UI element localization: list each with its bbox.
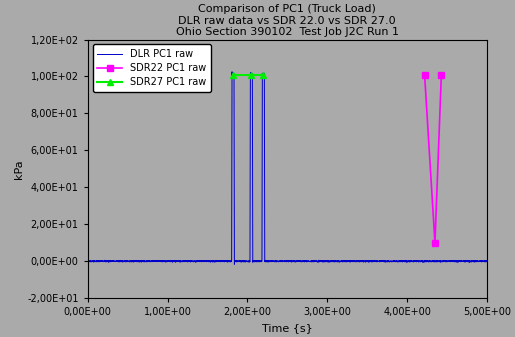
Y-axis label: kPa: kPa (14, 159, 25, 179)
SDR22 PC1 raw (432, 241, 438, 245)
DLR PC1 raw (157, 259, 163, 263)
DLR PC1 raw (237, 259, 244, 263)
DLR PC1 raw (345, 259, 351, 263)
SDR22 PC1 raw (438, 72, 444, 76)
DLR PC1 raw (231, 262, 237, 266)
Line: SDR22 PC1 raw: SDR22 PC1 raw (422, 72, 444, 246)
Line: DLR PC1 raw: DLR PC1 raw (88, 72, 487, 264)
DLR PC1 raw (484, 259, 490, 264)
SDR27 PC1 raw (230, 72, 236, 76)
Line: SDR27 PC1 raw: SDR27 PC1 raw (230, 72, 266, 78)
SDR22 PC1 raw (421, 72, 427, 76)
X-axis label: Time {s}: Time {s} (262, 323, 313, 333)
Legend: DLR PC1 raw, SDR22 PC1 raw, SDR27 PC1 raw: DLR PC1 raw, SDR22 PC1 raw, SDR27 PC1 ra… (93, 44, 211, 92)
DLR PC1 raw (383, 260, 389, 264)
DLR PC1 raw (229, 70, 235, 74)
DLR PC1 raw (324, 260, 330, 264)
DLR PC1 raw (413, 259, 419, 263)
SDR27 PC1 raw (260, 72, 266, 76)
Title: Comparison of PC1 (Truck Load)
DLR raw data vs SDR 22.0 vs SDR 27.0
Ohio Section: Comparison of PC1 (Truck Load) DLR raw d… (176, 4, 399, 37)
SDR27 PC1 raw (248, 72, 254, 76)
DLR PC1 raw (84, 259, 91, 263)
